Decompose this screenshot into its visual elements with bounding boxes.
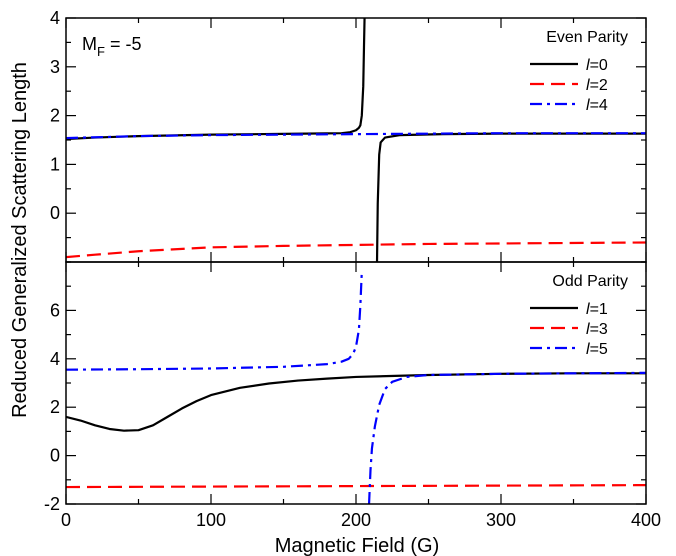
y-tick-label: -2 — [44, 494, 60, 514]
legend-label-value: =5 — [590, 341, 608, 358]
y-tick-label: 2 — [50, 106, 60, 126]
legend-label-l0: l=0 — [586, 57, 608, 74]
series-line-l3-seg0 — [66, 484, 646, 489]
legend-title: Even Parity — [546, 29, 628, 46]
y-tick-label: 0 — [50, 446, 60, 466]
mf-sub: F — [97, 44, 105, 59]
series-line-l0-seg0 — [66, 18, 366, 141]
x-tick-label: 0 — [61, 510, 71, 530]
mf-rest: = -5 — [105, 34, 142, 54]
x-tick-label: 300 — [486, 510, 516, 530]
legend-label-value: =2 — [590, 77, 608, 94]
y-tick-label: 1 — [50, 154, 60, 174]
series-line-l4-seg0 — [66, 132, 646, 140]
x-tick-label: 400 — [631, 510, 661, 530]
mf-main: M — [82, 34, 97, 54]
plot-frame — [65, 17, 647, 263]
x-tick-label: 200 — [341, 510, 371, 530]
y-tick-label: 0 — [50, 203, 60, 223]
series-line-l2-seg0 — [66, 241, 646, 259]
legend-label-ell: l — [586, 341, 590, 358]
y-tick-label: 4 — [50, 349, 60, 369]
legend-label-l2: l=2 — [586, 77, 608, 94]
y-axis-label: Reduced Generalized Scattering Length — [9, 62, 31, 418]
series-group — [66, 18, 646, 262]
legend-label-value: =4 — [590, 97, 608, 114]
series-line-l1-seg0 — [66, 372, 646, 432]
series-group — [66, 271, 646, 504]
legend-label-value: =0 — [590, 57, 608, 74]
legend-label-value: =3 — [590, 321, 608, 338]
legend-label-l4: l=4 — [586, 97, 608, 114]
x-axis-label: Magnetic Field (G) — [275, 535, 440, 556]
legend-label-l1: l=1 — [586, 301, 608, 318]
y-tick-label: 4 — [50, 8, 60, 28]
series-line-l5-seg0 — [66, 271, 363, 371]
series-line-l0-seg1 — [375, 132, 646, 262]
legend-label-value: =1 — [590, 301, 608, 318]
mf-annotation: MF = -5 — [82, 34, 141, 59]
legend-label-ell: l — [586, 321, 590, 338]
legend-title: Odd Parity — [552, 273, 628, 290]
x-tick-label: 100 — [196, 510, 226, 530]
y-tick-label: 6 — [50, 300, 60, 320]
legend-label-l5: l=5 — [586, 341, 608, 358]
y-tick-label: 2 — [50, 397, 60, 417]
plot-frame — [65, 261, 647, 505]
legend-label-l3: l=3 — [586, 321, 608, 338]
y-tick-label: 3 — [50, 57, 60, 77]
legend-label-ell: l — [586, 301, 590, 318]
legend-label-ell: l — [586, 57, 590, 74]
legend-label-ell: l — [586, 77, 590, 94]
legend-label-ell: l — [586, 97, 590, 114]
